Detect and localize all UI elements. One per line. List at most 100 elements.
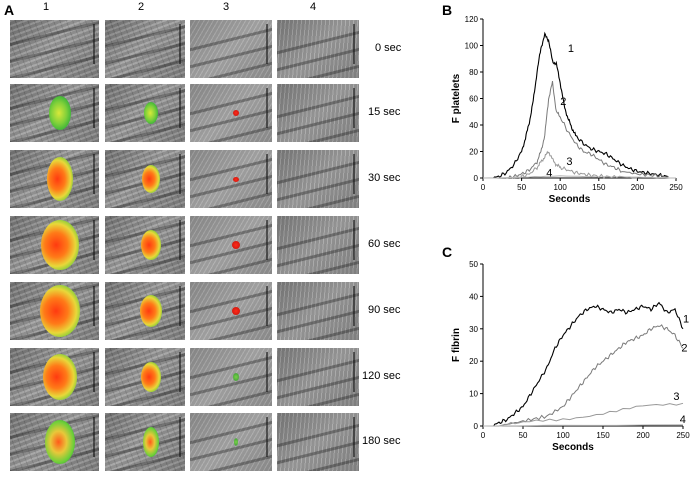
fluorescence-spot	[40, 285, 80, 337]
micrograph-tile	[277, 413, 359, 471]
fibrin-chart: 0 50 100 150 200 250 0 10 20 30 40 50 Seconds F fibri…	[451, 260, 690, 453]
y-tick-label: 80	[469, 68, 478, 77]
micrograph-tile	[277, 282, 359, 340]
fluorescence-spot	[141, 362, 161, 392]
x-tick-label: 250	[669, 183, 683, 192]
series-label-3: 3	[673, 391, 679, 403]
column-label-1: 1	[42, 1, 50, 13]
micrograph-tile	[277, 20, 359, 78]
series-label-2: 2	[681, 342, 687, 354]
fluorescence-spot	[233, 176, 239, 182]
fluorescence-spot	[142, 165, 160, 193]
panel-a-letter: A	[4, 2, 15, 18]
fluorescence-spot	[140, 295, 162, 327]
micrograph-tile	[105, 282, 185, 340]
y-axis-title: F fibrin	[451, 328, 462, 362]
series-line-2	[506, 81, 669, 179]
panel-b-letter: B	[442, 2, 453, 18]
series-line-2	[499, 324, 684, 427]
time-label: 90 sec	[368, 304, 401, 316]
fluorescence-spot	[49, 96, 71, 130]
time-label: 60 sec	[368, 238, 401, 250]
time-label: 120 sec	[362, 370, 401, 382]
micrograph-tile	[10, 20, 99, 78]
time-label: 180 sec	[362, 435, 401, 447]
micrograph-tile	[190, 84, 272, 142]
micrograph-tile	[190, 150, 272, 208]
micrograph-tile	[105, 84, 185, 142]
fluorescence-spot	[233, 110, 239, 116]
micrograph-tile	[105, 348, 185, 406]
fluorescence-spot	[234, 438, 238, 446]
fluorescence-spot	[144, 102, 158, 124]
fluorescence-spot	[41, 220, 79, 270]
y-tick-label: 0	[474, 422, 479, 431]
fluorescence-spot	[47, 157, 73, 201]
micrograph-tile	[105, 20, 185, 78]
micrograph-tile	[277, 348, 359, 406]
y-tick-label: 60	[469, 95, 478, 104]
micrograph-tile	[10, 348, 99, 406]
micrograph-tile	[277, 150, 359, 208]
fluorescence-spot	[43, 354, 77, 400]
time-label: 15 sec	[368, 106, 401, 118]
column-label-2: 2	[137, 1, 145, 13]
micrograph-tile	[190, 216, 272, 274]
fluorescence-spot	[233, 373, 239, 381]
column-label-3: 3	[222, 1, 230, 13]
x-tick-label: 100	[556, 431, 570, 440]
series-label-1: 1	[568, 43, 574, 55]
x-tick-label: 50	[517, 183, 526, 192]
panel-c-letter: C	[442, 244, 453, 260]
micrograph-tile	[10, 413, 99, 471]
fluorescence-spot	[45, 420, 75, 464]
micrograph-tile	[105, 150, 185, 208]
x-tick-label: 100	[554, 183, 568, 192]
platelets-chart: 0 50 100 150 200 250 0 20 40 60 80 100 120 Seconds F p…	[451, 15, 683, 205]
x-tick-label: 200	[636, 431, 650, 440]
x-tick-label: 150	[596, 431, 610, 440]
x-tick-label: 0	[481, 183, 486, 192]
y-tick-label: 100	[465, 42, 479, 51]
time-label: 30 sec	[368, 172, 401, 184]
column-label-4: 4	[309, 1, 317, 13]
micrograph-tile	[105, 216, 185, 274]
series-line-4	[482, 424, 684, 427]
micrograph-tile	[190, 20, 272, 78]
micrograph-tile	[105, 413, 185, 471]
micrograph-tile	[277, 216, 359, 274]
y-tick-label: 20	[469, 357, 478, 366]
micrograph-tile	[190, 282, 272, 340]
micrograph-tile	[10, 84, 99, 142]
micrograph-tile	[277, 84, 359, 142]
y-tick-label: 10	[469, 390, 478, 399]
y-tick-label: 120	[465, 15, 479, 24]
micrograph-tile	[190, 413, 272, 471]
y-tick-label: 30	[469, 325, 478, 334]
y-tick-label: 40	[469, 121, 478, 130]
fluorescence-spot	[143, 427, 159, 457]
micrograph-tile	[10, 150, 99, 208]
series-label-4: 4	[546, 168, 552, 180]
y-axis-title: F platelets	[451, 73, 462, 123]
micrograph-tile	[10, 282, 99, 340]
series-line-3	[513, 150, 638, 179]
y-tick-label: 20	[469, 148, 478, 157]
x-tick-label: 150	[592, 183, 606, 192]
x-tick-label: 0	[481, 431, 486, 440]
y-tick-label: 40	[469, 292, 478, 301]
y-tick-label: 0	[474, 174, 479, 183]
series-line-3	[498, 402, 684, 427]
x-axis-title: Seconds	[552, 442, 594, 453]
x-axis-title: Seconds	[549, 194, 591, 205]
series-line-1	[491, 301, 684, 427]
x-tick-label: 250	[676, 431, 690, 440]
fluorescence-spot	[232, 241, 240, 249]
fluorescence-spot	[141, 230, 161, 260]
series-label-2: 2	[560, 96, 566, 108]
x-tick-label: 50	[519, 431, 528, 440]
series-label-4: 4	[680, 414, 686, 426]
micrograph-tile	[190, 348, 272, 406]
series-line-1	[490, 31, 669, 179]
x-tick-label: 200	[631, 183, 645, 192]
